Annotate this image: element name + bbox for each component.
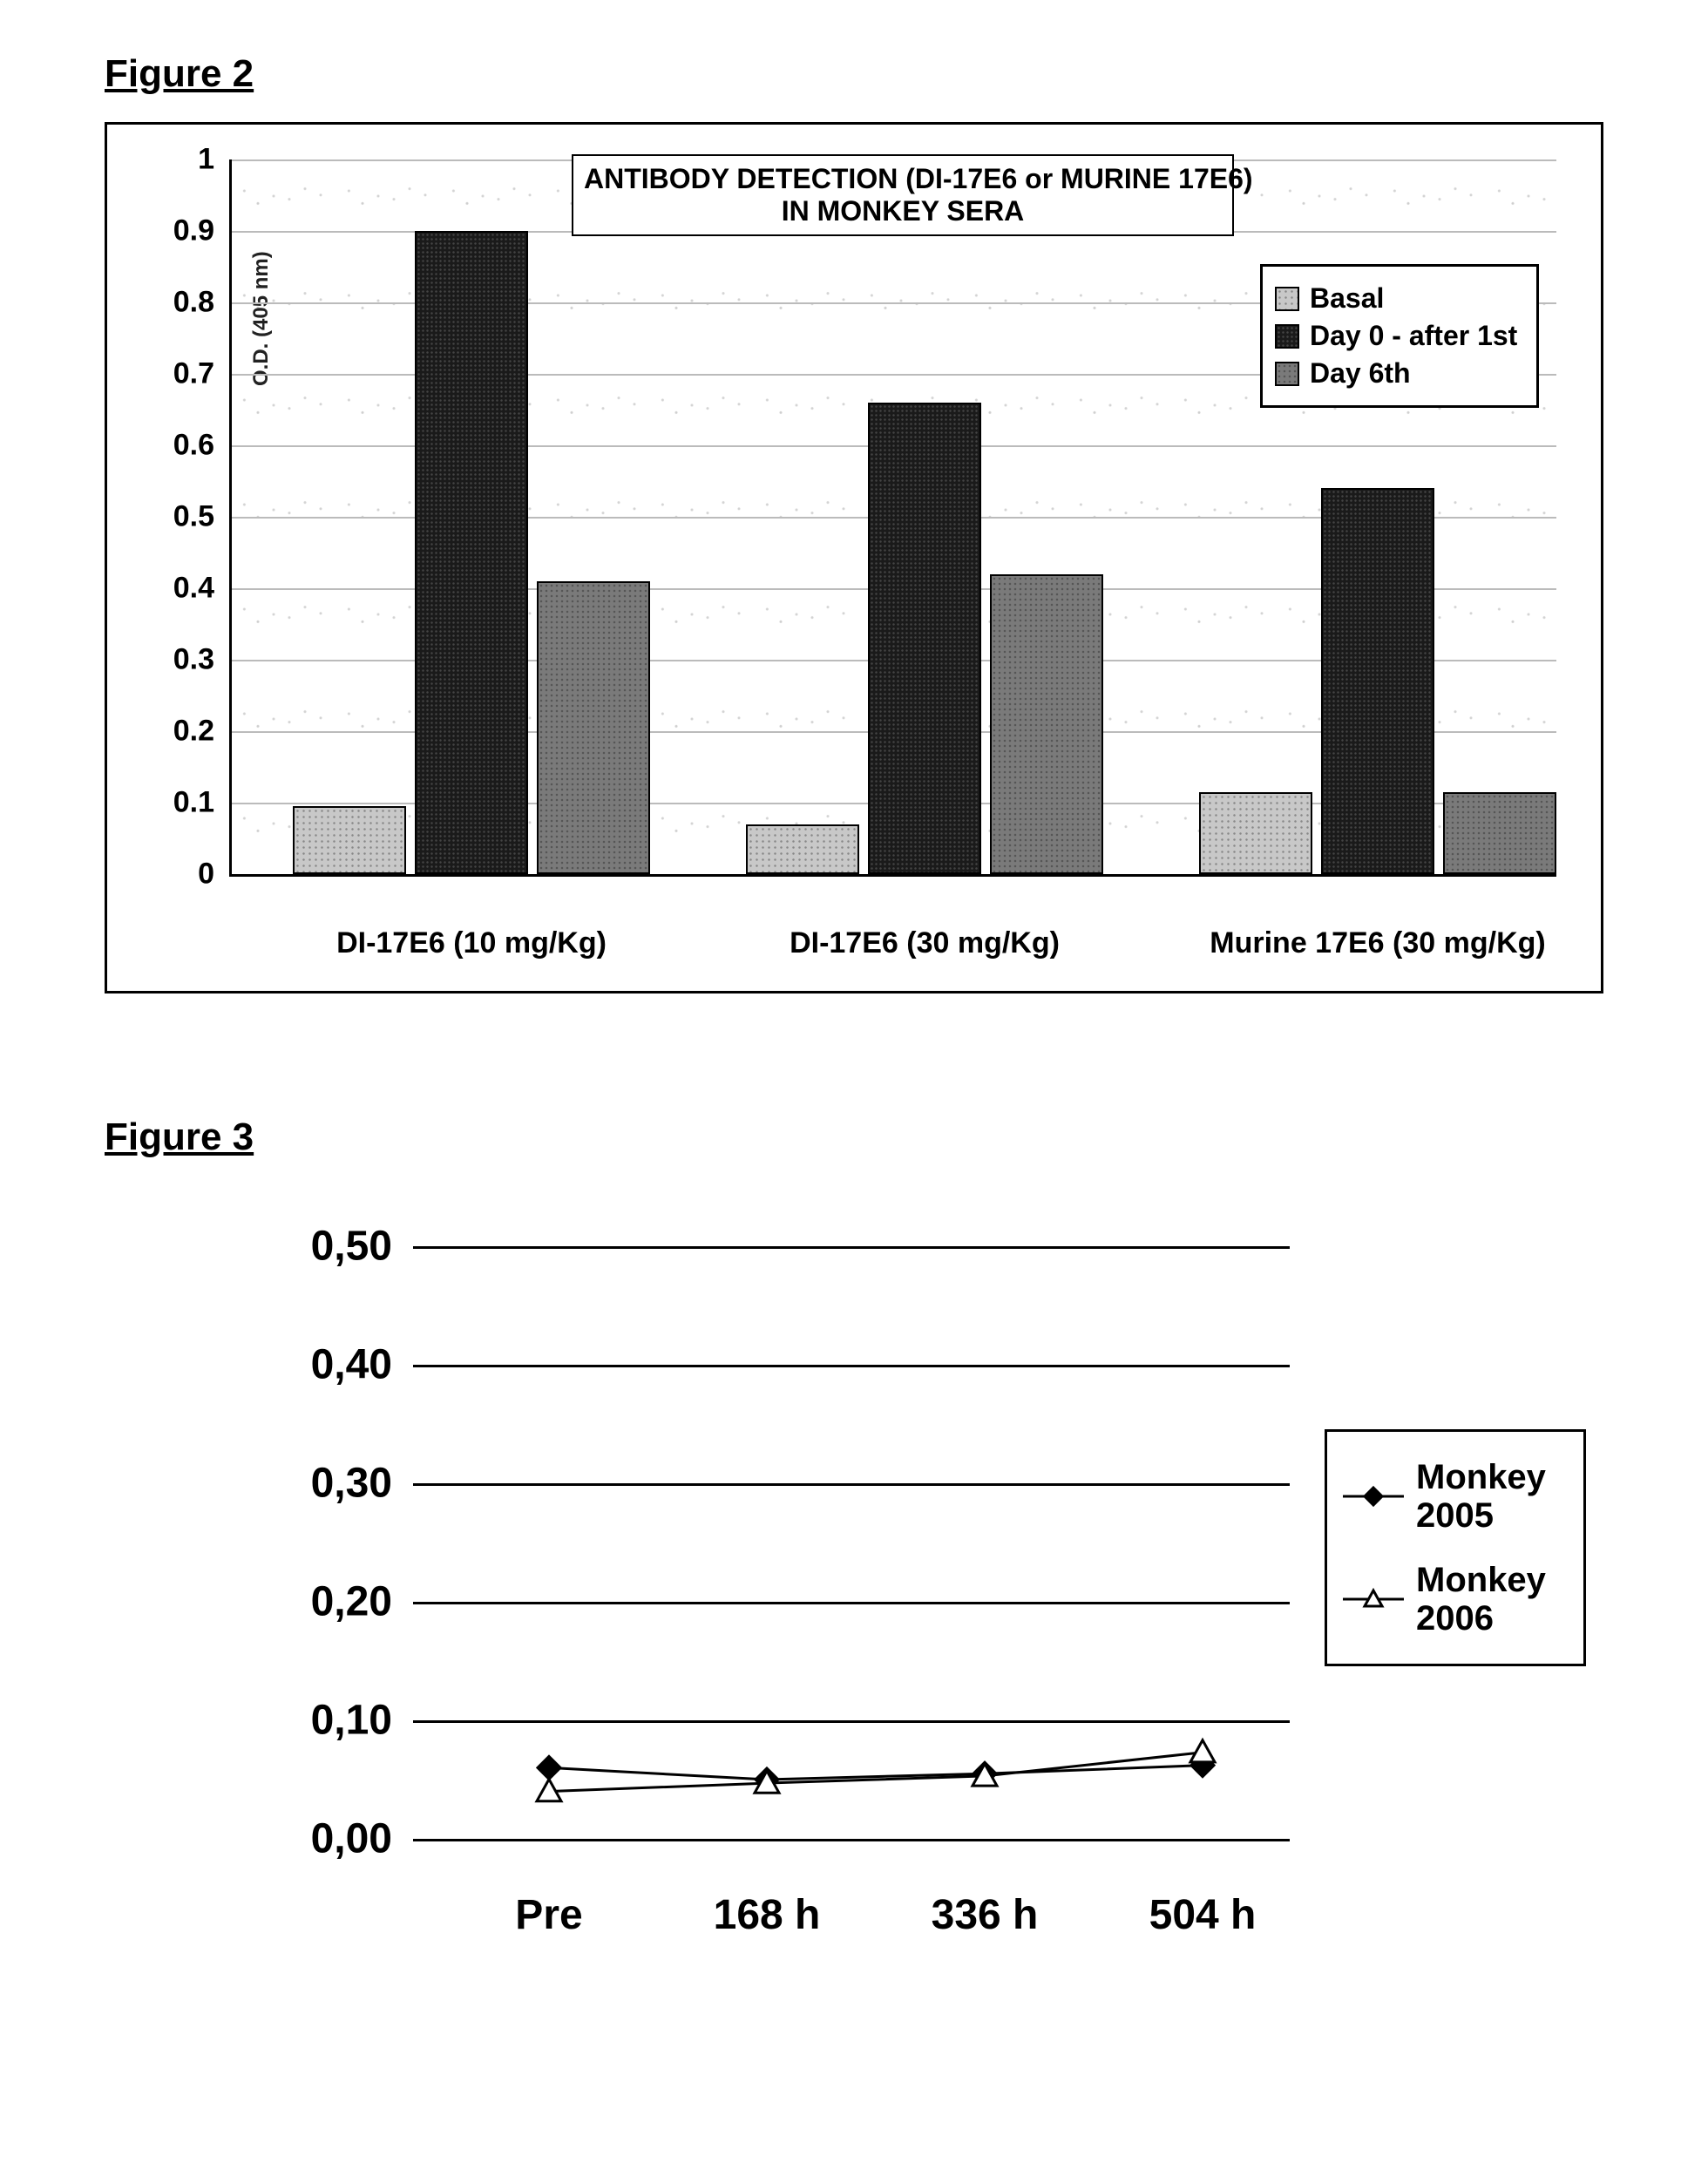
figure2-y-tick-label: 1: [136, 143, 214, 177]
figure3-legend-item: Monkey2006: [1343, 1561, 1568, 1638]
figure3-gridline: [418, 1720, 1290, 1723]
figure3-x-tick-label: 504 h: [1149, 1891, 1257, 1939]
figure3-gridline: [418, 1365, 1290, 1367]
figure2-y-tick-label: 0.8: [136, 286, 214, 320]
figure2-y-tick-label: 0.7: [136, 357, 214, 391]
figure3-series-line: [549, 1766, 1203, 1780]
figure2-legend-label: Day 0 - after 1st: [1310, 320, 1517, 352]
figure2-legend: Basal Day 0 - after 1st Day 6th: [1260, 264, 1539, 408]
figure3-legend-item: Monkey2005: [1343, 1458, 1568, 1535]
figure3-x-tick-label: Pre: [515, 1891, 582, 1939]
figure2-legend-swatch: [1275, 287, 1299, 311]
figure3-y-tick-label: 0,30: [270, 1460, 392, 1508]
figure2-bar: [293, 806, 406, 874]
figure3-gridline: [418, 1246, 1290, 1249]
figure2-y-tick-label: 0.5: [136, 500, 214, 534]
figure2-legend-label: Basal: [1310, 282, 1384, 315]
figure3-legend-label: Monkey2006: [1416, 1561, 1546, 1638]
figure2-legend-item: Day 0 - after 1st: [1275, 320, 1524, 352]
figure2-y-tick-label: 0: [136, 858, 214, 892]
figure3-y-tick-label: 0,50: [270, 1223, 392, 1271]
figure3-x-tick-label: 168 h: [714, 1891, 821, 1939]
figure2-bar: [746, 824, 859, 874]
figure2-x-category-label: Murine 17E6 (30 mg/Kg): [1210, 926, 1545, 960]
figure3-legend-label: Monkey2005: [1416, 1458, 1546, 1535]
figure2-chart: O.D. (405 nm) ANTIBODY DETECTION (DI-17E…: [105, 122, 1603, 993]
figure3-ytick-cap: [413, 1839, 418, 1841]
figure3-series-marker: [1190, 1740, 1215, 1762]
figure2-y-axis-label: O.D. (405 nm): [249, 251, 274, 386]
figure3-legend-swatch: [1343, 1586, 1404, 1612]
figure2-legend-swatch: [1275, 324, 1299, 349]
figure2-legend-item: Day 6th: [1275, 357, 1524, 390]
figure2-legend-swatch: [1275, 362, 1299, 386]
figure2-title-line2: IN MONKEY SERA: [584, 195, 1222, 227]
figure3-ytick-cap: [413, 1365, 418, 1367]
page: Figure 2 O.D. (405 nm) ANTIBODY DETECTIO…: [0, 0, 1708, 2170]
figure2-y-tick-label: 0.4: [136, 572, 214, 606]
figure2-legend-label: Day 6th: [1310, 357, 1411, 390]
figure2-y-tick-label: 0.6: [136, 429, 214, 463]
figure3-ytick-cap: [413, 1483, 418, 1486]
figure3-x-tick-label: 336 h: [932, 1891, 1039, 1939]
figure2-y-tick-label: 0.3: [136, 643, 214, 677]
figure3-y-tick-label: 0,10: [270, 1697, 392, 1745]
figure2-bar: [415, 231, 528, 874]
figure3-legend-swatch: [1343, 1483, 1404, 1509]
figure2-bar: [1443, 792, 1556, 874]
figure3-ytick-cap: [413, 1720, 418, 1723]
figure3-chart: 0,00 0,10 0,20 0,30 0,40 0,50 Pre 168 h 336 h 504…: [105, 1211, 1603, 1996]
figure3-y-tick-label: 0,40: [270, 1341, 392, 1389]
figure2-y-tick-label: 0.9: [136, 214, 214, 248]
figure2-label: Figure 2: [105, 52, 1603, 96]
figure2-plot-area: O.D. (405 nm) ANTIBODY DETECTION (DI-17E…: [229, 159, 1556, 877]
figure3-gridline: [418, 1602, 1290, 1604]
figure2-bar: [1321, 488, 1434, 874]
figure2-x-category-label: DI-17E6 (30 mg/Kg): [790, 926, 1060, 960]
figure3-ytick-cap: [413, 1246, 418, 1249]
figure2-y-tick-label: 0.1: [136, 786, 214, 820]
figure2-title-box: ANTIBODY DETECTION (DI-17E6 or MURINE 17…: [572, 154, 1234, 236]
figure3-ytick-cap: [413, 1602, 418, 1604]
figure2-bar: [1199, 792, 1312, 874]
figure2-title-line1: ANTIBODY DETECTION (DI-17E6 or MURINE 17…: [584, 163, 1222, 195]
figure2-bar: [537, 581, 650, 874]
figure3-series-marker: [538, 1756, 560, 1779]
figure3-y-tick-label: 0,00: [270, 1815, 392, 1863]
figure3-plot-area: 0,000,100,200,300,400,50Pre168 h336 h504…: [418, 1246, 1290, 1841]
figure3-y-tick-label: 0,20: [270, 1578, 392, 1626]
figure3-label: Figure 3: [105, 1116, 1603, 1159]
figure2-y-tick-label: 0.2: [136, 715, 214, 749]
figure3-gridline: [418, 1483, 1290, 1486]
figure2-legend-item: Basal: [1275, 282, 1524, 315]
figure3-svg: [418, 1246, 1290, 1839]
figure2-bar: [990, 574, 1103, 874]
figure3-legend: Monkey2005 Monkey2006: [1325, 1429, 1586, 1666]
figure2-bar: [868, 403, 981, 874]
figure2-x-category-label: DI-17E6 (10 mg/Kg): [336, 926, 607, 960]
